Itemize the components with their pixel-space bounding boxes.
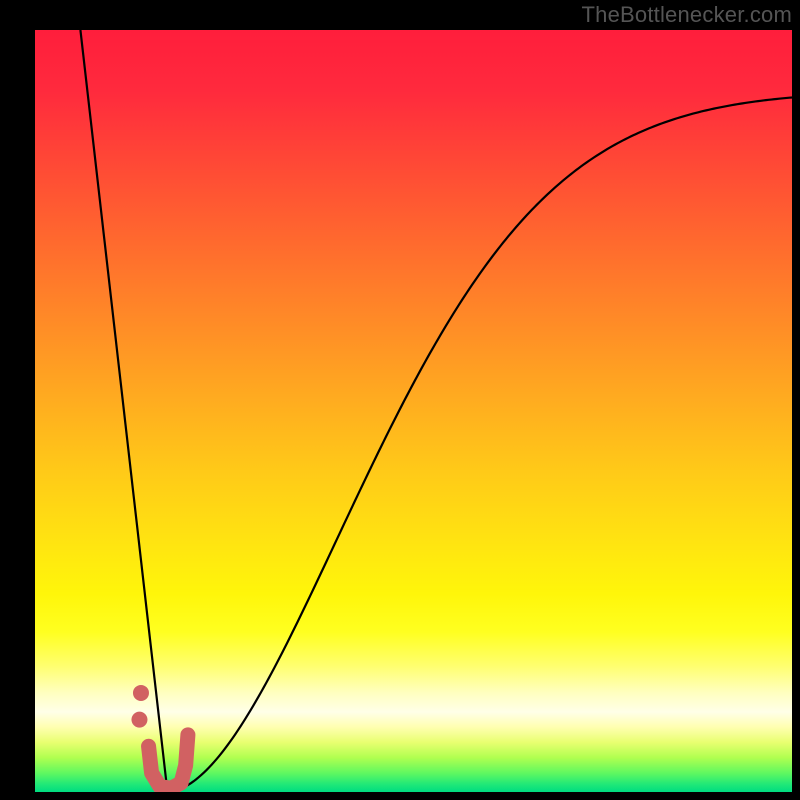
marker-dot [131,712,147,728]
plot-area [35,30,792,792]
watermark-text: TheBottlenecker.com [582,2,792,28]
chart-svg [35,30,792,792]
gradient-background [35,30,792,792]
chart-container: TheBottlenecker.com [0,0,800,800]
marker-dot [133,685,149,701]
